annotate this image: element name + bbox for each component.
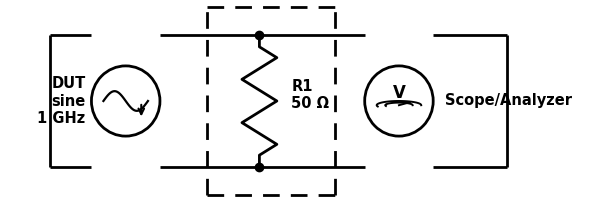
Ellipse shape <box>365 66 433 136</box>
Text: R1
50 Ω: R1 50 Ω <box>292 79 329 111</box>
Text: Scope/Analyzer: Scope/Analyzer <box>445 94 572 108</box>
Text: V: V <box>392 84 406 102</box>
Ellipse shape <box>91 66 160 136</box>
Text: DUT
sine
1 GHz: DUT sine 1 GHz <box>37 76 86 126</box>
